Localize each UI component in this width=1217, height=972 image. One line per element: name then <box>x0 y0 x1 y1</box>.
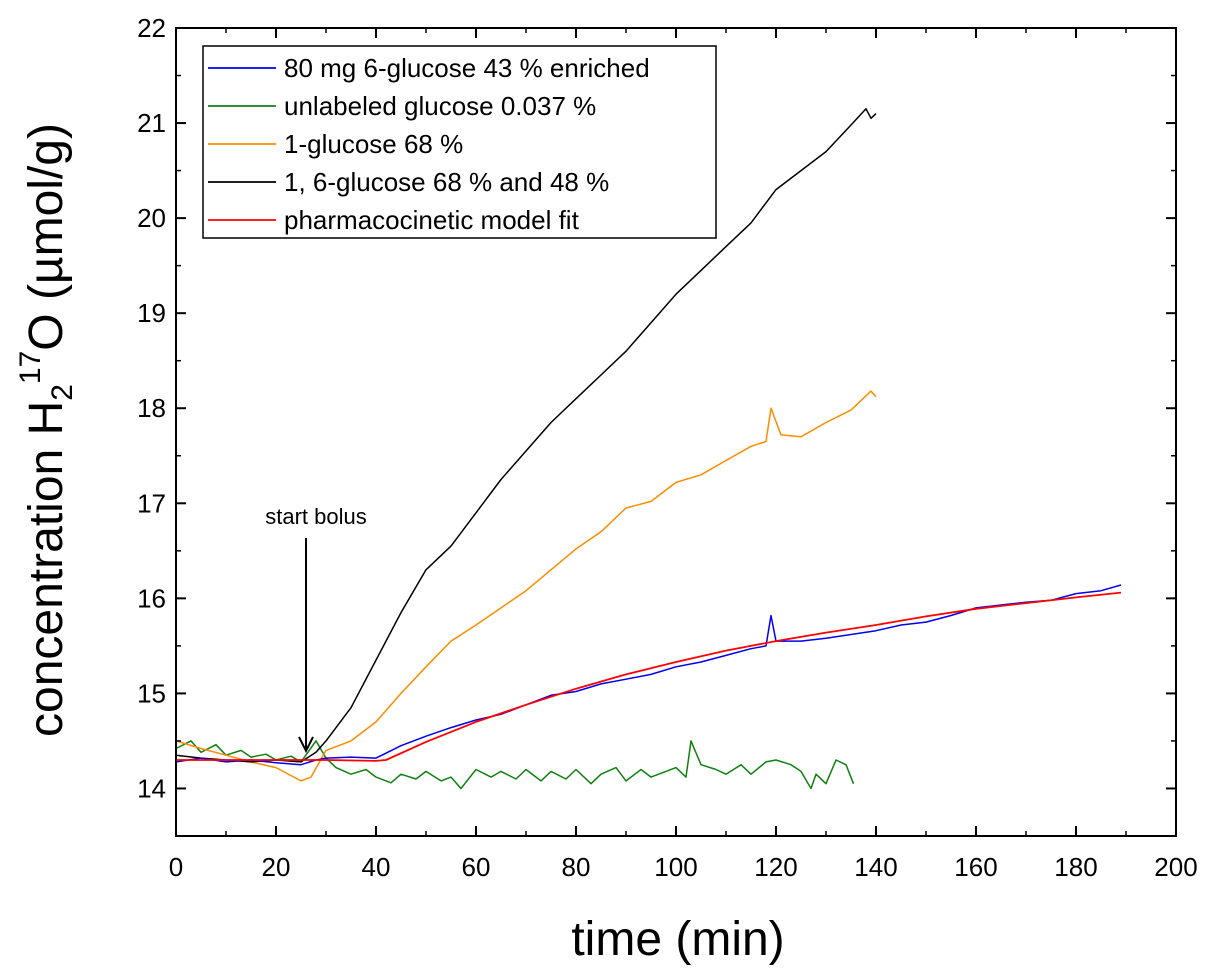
annotation-text: start bolus <box>265 504 367 529</box>
x-tick-label: 160 <box>954 852 997 882</box>
series-line-1 <box>175 740 855 790</box>
x-tick-label: 200 <box>1154 852 1197 882</box>
x-tick-label: 80 <box>562 852 591 882</box>
y-axis-title-sub: 2 <box>46 384 79 401</box>
ticks-layer <box>175 27 1177 837</box>
x-tick-label: 20 <box>262 852 291 882</box>
y-axis-title: concentration H217O (µmol/g) <box>14 123 79 737</box>
y-tick-label: 21 <box>137 108 166 138</box>
series-layer <box>175 108 1122 790</box>
annotation-arrowhead <box>298 736 314 754</box>
tick-labels-layer: 0 20 40 60 80 100 120 140 160 180 200 14 15 16 17 18 19 2… <box>137 13 1198 882</box>
y-tick-label: 22 <box>137 13 166 43</box>
y-tick-label: 17 <box>137 488 166 518</box>
annotation-start-bolus: start bolus <box>265 504 367 754</box>
legend-label: 1, 6-glucose 68 % and 48 % <box>284 167 609 197</box>
y-tick-label: 14 <box>137 773 166 803</box>
x-tick-label: 0 <box>169 852 183 882</box>
series-line-4 <box>176 591 1122 762</box>
series-line-0 <box>175 584 1122 766</box>
y-axis-title-prefix: concentration H <box>20 401 73 737</box>
y-tick-label: 20 <box>137 203 166 233</box>
legend-label: pharmacocinetic model fit <box>284 205 580 235</box>
y-axis-title-suffix: O (µmol/g) <box>20 123 73 351</box>
y-axis-title-sup: 17 <box>14 351 47 384</box>
x-tick-label: 40 <box>362 852 391 882</box>
legend: 80 mg 6-glucose 43 % enriched unlabeled g… <box>202 45 717 239</box>
x-tick-label: 180 <box>1054 852 1097 882</box>
x-axis-title: time (min) <box>571 913 784 966</box>
y-tick-label: 19 <box>137 298 166 328</box>
legend-label: unlabeled glucose 0.037 % <box>284 91 596 121</box>
y-tick-label: 15 <box>137 678 166 708</box>
legend-entries: 80 mg 6-glucose 43 % enriched unlabeled g… <box>208 53 650 235</box>
x-tick-label: 100 <box>654 852 697 882</box>
series-line-2 <box>175 390 877 782</box>
legend-label: 80 mg 6-glucose 43 % enriched <box>284 53 650 83</box>
x-tick-label: 60 <box>462 852 491 882</box>
y-tick-label: 16 <box>137 583 166 613</box>
x-tick-label: 140 <box>854 852 897 882</box>
y-tick-label: 18 <box>137 393 166 423</box>
x-tick-label: 120 <box>754 852 797 882</box>
legend-box <box>202 45 717 239</box>
legend-label: 1-glucose 68 % <box>284 129 463 159</box>
